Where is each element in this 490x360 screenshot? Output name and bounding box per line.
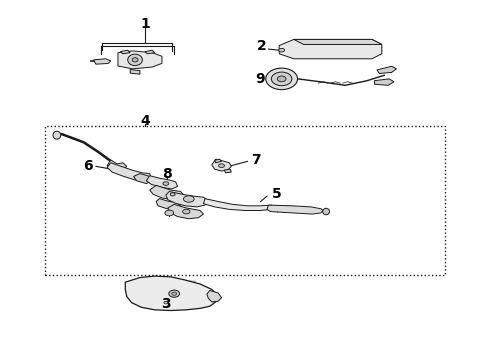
Text: 4: 4: [140, 114, 150, 128]
Ellipse shape: [128, 54, 143, 66]
Ellipse shape: [279, 48, 285, 52]
Text: 9: 9: [255, 72, 265, 86]
Ellipse shape: [132, 58, 138, 62]
Polygon shape: [215, 159, 221, 163]
Ellipse shape: [163, 182, 169, 185]
Ellipse shape: [323, 208, 330, 215]
Text: 3: 3: [161, 297, 171, 311]
Polygon shape: [212, 159, 231, 171]
Ellipse shape: [164, 301, 168, 304]
Text: 6: 6: [83, 159, 93, 173]
Ellipse shape: [53, 131, 61, 139]
Polygon shape: [168, 204, 203, 219]
Polygon shape: [130, 69, 140, 74]
Polygon shape: [145, 50, 155, 54]
Polygon shape: [294, 40, 382, 44]
Polygon shape: [134, 174, 152, 184]
Polygon shape: [279, 40, 382, 59]
Polygon shape: [156, 199, 180, 210]
Polygon shape: [147, 176, 177, 189]
Ellipse shape: [172, 292, 176, 295]
Ellipse shape: [277, 76, 286, 82]
Ellipse shape: [266, 68, 297, 90]
Ellipse shape: [169, 290, 179, 297]
Polygon shape: [267, 205, 323, 214]
Ellipse shape: [271, 72, 292, 86]
Polygon shape: [224, 169, 231, 173]
Ellipse shape: [165, 210, 173, 216]
Bar: [45, 126, 445, 275]
Ellipse shape: [170, 193, 175, 196]
Polygon shape: [121, 50, 130, 54]
Text: 7: 7: [251, 153, 261, 167]
Polygon shape: [150, 185, 184, 200]
Ellipse shape: [183, 196, 194, 202]
Polygon shape: [203, 199, 272, 211]
Polygon shape: [374, 79, 394, 85]
Polygon shape: [207, 291, 221, 302]
Polygon shape: [118, 51, 162, 69]
Ellipse shape: [183, 209, 190, 214]
Polygon shape: [94, 59, 111, 64]
Polygon shape: [166, 192, 208, 207]
Polygon shape: [377, 66, 396, 73]
Polygon shape: [125, 276, 218, 311]
Polygon shape: [107, 160, 127, 171]
Text: 2: 2: [257, 39, 267, 53]
Text: 5: 5: [272, 186, 282, 201]
Text: 8: 8: [162, 167, 171, 181]
Text: 1: 1: [140, 17, 150, 31]
Polygon shape: [107, 163, 151, 181]
Ellipse shape: [219, 164, 224, 167]
